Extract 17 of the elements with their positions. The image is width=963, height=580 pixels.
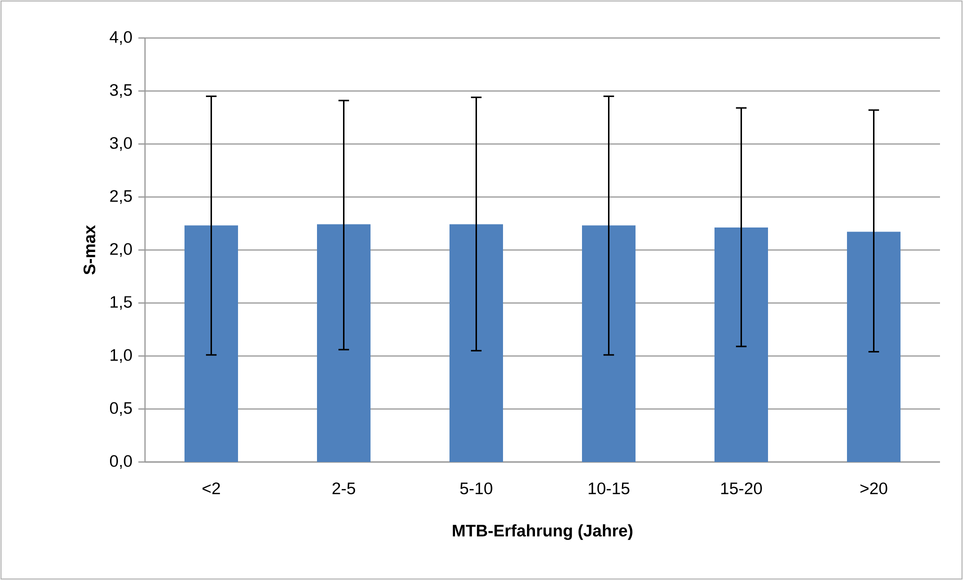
y-tick-label: 2,0 — [110, 243, 132, 257]
y-tick-label: 2,5 — [110, 190, 132, 204]
y-tick-label: 0,0 — [110, 455, 132, 469]
y-tick-label: 1,5 — [110, 296, 132, 310]
y-tick-label: 0,5 — [110, 402, 132, 416]
x-tick-label: <2 — [202, 482, 220, 494]
x-tick-label: 10-15 — [588, 482, 630, 494]
y-tick-label: 4,0 — [110, 31, 132, 45]
y-tick-label: 3,0 — [110, 137, 132, 151]
y-tick-label: 1,0 — [110, 349, 132, 363]
y-tick-label: 3,5 — [110, 84, 132, 98]
x-tick-label: >20 — [860, 482, 888, 494]
x-tick-label: 5-10 — [460, 482, 492, 494]
y-axis-title: S-max — [84, 225, 96, 275]
x-axis-title: MTB-Erfahrung (Jahre) — [452, 524, 632, 540]
x-tick-label: 2-5 — [332, 482, 356, 494]
x-tick-label: 15-20 — [721, 482, 762, 494]
